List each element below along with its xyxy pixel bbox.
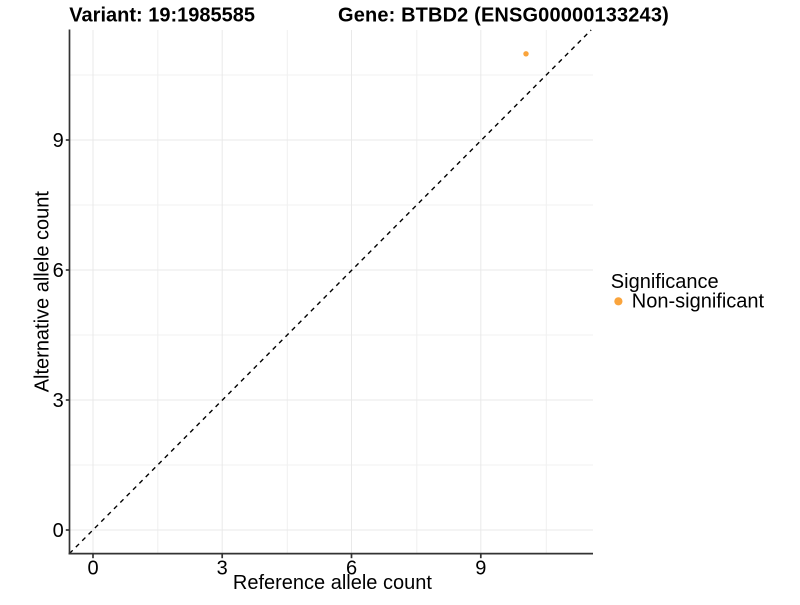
svg-text:Significance: Significance — [611, 271, 719, 293]
svg-text:Gene: BTBD2 (ENSG00000133243): Gene: BTBD2 (ENSG00000133243) — [338, 5, 669, 27]
svg-text:Non-significant: Non-significant — [632, 291, 765, 313]
svg-text:0: 0 — [87, 558, 98, 580]
svg-text:6: 6 — [346, 558, 357, 580]
svg-text:9: 9 — [53, 130, 64, 152]
svg-text:3: 3 — [53, 390, 64, 412]
svg-text:Reference allele count: Reference allele count — [233, 572, 432, 594]
svg-text:0: 0 — [53, 520, 64, 542]
svg-text:9: 9 — [475, 558, 486, 580]
svg-text:6: 6 — [53, 260, 64, 282]
svg-text:Variant: 19:1985585: Variant: 19:1985585 — [69, 5, 255, 27]
svg-text:3: 3 — [217, 558, 228, 580]
svg-text:Alternative allele count: Alternative allele count — [32, 191, 54, 393]
